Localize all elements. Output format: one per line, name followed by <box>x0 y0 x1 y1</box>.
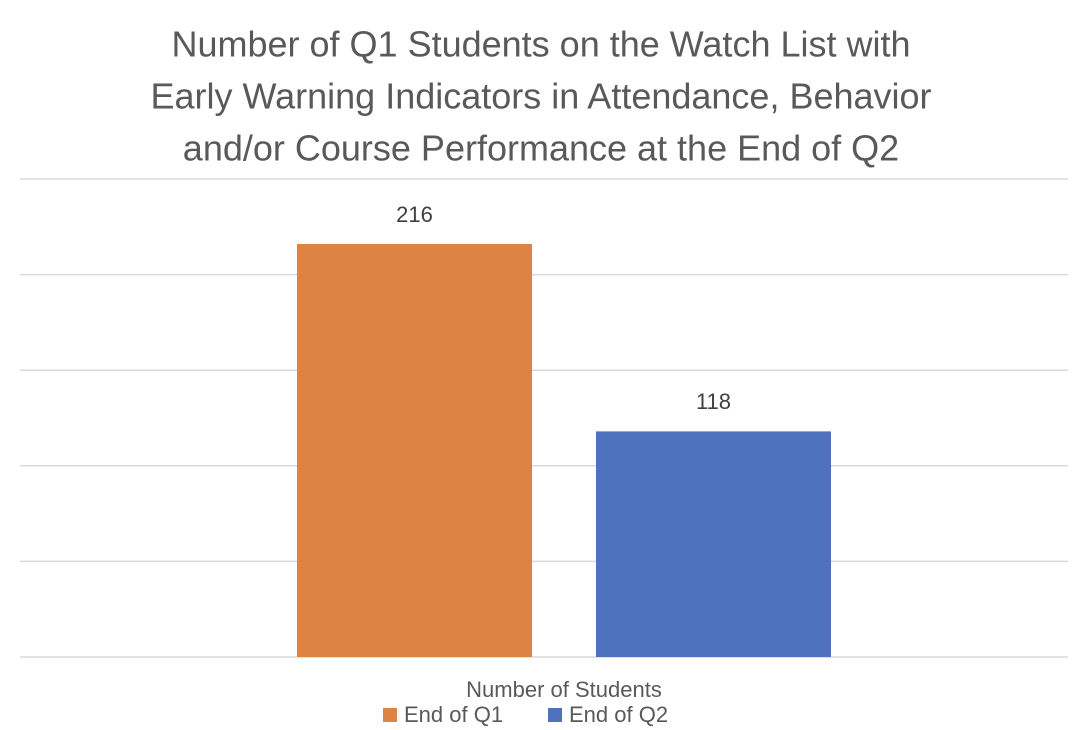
bar <box>297 244 532 657</box>
data-label: 118 <box>696 389 731 414</box>
legend-swatch <box>548 708 562 722</box>
legend-label: End of Q1 <box>404 702 503 727</box>
chart-title: Early Warning Indicators in Attendance, … <box>150 76 931 117</box>
x-tick-label: Number of Students <box>466 677 662 702</box>
chart-title: Number of Q1 Students on the Watch List … <box>171 24 910 65</box>
chart-title: and/or Course Performance at the End of … <box>183 128 899 169</box>
data-label: 216 <box>396 202 433 227</box>
legend-label: End of Q2 <box>569 702 668 727</box>
legend-swatch <box>383 708 397 722</box>
bar <box>596 431 831 657</box>
